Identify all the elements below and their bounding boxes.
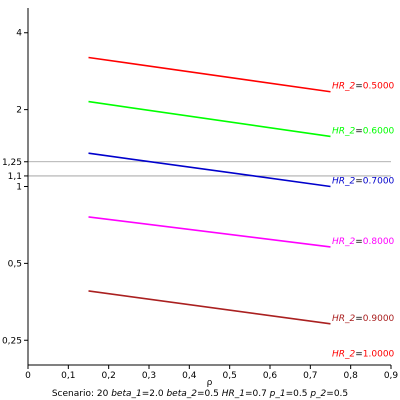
series-labels: HR_2=0.5000HR_2=0.6000HR_2=0.7000HR_2=0.… (332, 82, 395, 360)
footer-param-name: beta_1 (111, 389, 142, 399)
x-tick-label: 0,5 (223, 371, 237, 381)
series-label-2: HR_2=0.7000 (332, 177, 395, 187)
y-tick-label: 0,5 (8, 259, 22, 269)
series-label-value: 0.8000 (363, 237, 395, 247)
x-axis-ticks: 0 0,1 0,2 0,3 0,4 0,5 0,6 0,7 0,8 0,9 (25, 365, 398, 381)
series-label-value: 0.9000 (363, 314, 395, 324)
axes (27, 8, 391, 366)
y-axis-ticks: 0,25 0,5 11,1 1,25 2 4 (2, 29, 28, 346)
x-tick-label: 0,7 (303, 371, 317, 381)
footer-param-value: =0.5 (286, 389, 311, 399)
x-tick-label: 0,9 (384, 371, 399, 381)
y-tick-label: 4 (16, 29, 22, 39)
x-axis-title: ρ (207, 378, 213, 388)
series-label-equals: = (355, 314, 363, 324)
series-label-name: HR_2 (332, 237, 356, 247)
series-label-value: 0.5000 (363, 82, 395, 92)
series-line-0 (88, 56, 331, 93)
series-label-name: HR_2 (332, 177, 356, 187)
y-tick-label: 2 (16, 106, 22, 116)
series-label-name: HR_2 (332, 314, 356, 324)
series-line-2 (88, 152, 331, 188)
footer-param-name: p_2 (309, 389, 326, 399)
footer-param-value: =0.5 (326, 389, 348, 399)
x-tick-label: 0,4 (182, 371, 197, 381)
footer-param-name: p_1 (269, 389, 286, 399)
y-tick-label: 1,1 (8, 172, 22, 182)
series-label-equals: = (355, 82, 363, 92)
series-label-equals: = (355, 237, 363, 247)
series-label-equals: = (355, 350, 363, 360)
footer-param-name: HR_1 (222, 389, 245, 399)
footer-param-value: =0.5 (197, 389, 222, 399)
series-label-name: HR_2 (332, 350, 356, 360)
x-tick-label: 0,6 (263, 371, 278, 381)
series-label-1: HR_2=0.6000 (332, 126, 395, 136)
footer-param-name: beta_2 (166, 389, 197, 399)
series-line-1 (88, 100, 331, 138)
series-label-name: HR_2 (332, 126, 356, 136)
footer-scenario: Scenario: 20 (52, 389, 111, 399)
series-label-4: HR_2=0.9000 (332, 314, 395, 324)
x-tick-label: 0,1 (61, 371, 75, 381)
y-tick-label: 0,25 (2, 336, 22, 346)
series-label-3: HR_2=0.8000 (332, 237, 395, 247)
series-label-equals: = (355, 177, 363, 187)
footer-parameters: Scenario: 20 beta_1=2.0 beta_2=0.5 HR_1=… (52, 389, 348, 399)
x-tick-label: 0 (25, 371, 31, 381)
x-tick-label: 0,2 (102, 371, 116, 381)
reference-lines (28, 161, 391, 177)
y-tick-label: 1,25 (2, 158, 22, 168)
series-label-equals: = (355, 126, 363, 136)
series-lines (88, 56, 331, 325)
footer-param-value: =0.7 (245, 389, 270, 399)
footer-param-value: =2.0 (142, 389, 167, 399)
series-label-0: HR_2=0.5000 (332, 82, 395, 92)
series-label-value: 0.6000 (363, 126, 395, 136)
y-tick-label: 1 (16, 183, 22, 193)
series-label-name: HR_2 (332, 82, 356, 92)
x-tick-label: 0,3 (142, 371, 156, 381)
series-line-3 (88, 216, 331, 248)
series-label-value: 0.7000 (363, 177, 395, 187)
series-label-5: HR_2=1.0000 (332, 350, 395, 360)
series-line-4 (88, 290, 331, 325)
x-tick-label: 0,8 (344, 371, 359, 381)
series-label-value: 1.0000 (363, 350, 395, 360)
